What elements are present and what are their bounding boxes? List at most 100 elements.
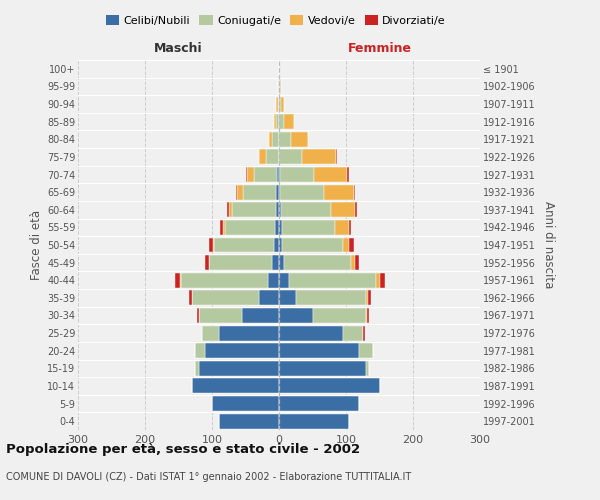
Bar [280, 167, 314, 182]
Bar [336, 150, 337, 164]
Bar [175, 273, 180, 287]
Bar [247, 167, 254, 182]
Bar [272, 255, 279, 270]
Bar [220, 220, 223, 235]
Bar [274, 114, 275, 129]
Bar [272, 132, 279, 147]
Y-axis label: Fasce di età: Fasce di età [29, 210, 43, 280]
Bar [188, 290, 192, 306]
Bar [202, 326, 218, 340]
Bar [254, 167, 277, 182]
Bar [302, 150, 336, 164]
Bar [366, 308, 367, 323]
Bar [366, 290, 368, 306]
Bar [279, 326, 343, 340]
Bar [277, 167, 279, 182]
Legend: Celibi/Nubili, Coniugati/e, Vedovi/e, Divorziati/e: Celibi/Nubili, Coniugati/e, Vedovi/e, Di… [101, 10, 451, 30]
Bar [335, 220, 349, 235]
Bar [284, 114, 295, 129]
Bar [266, 150, 279, 164]
Bar [343, 238, 349, 252]
Text: COMUNE DI DAVOLI (CZ) - Dati ISTAT 1° gennaio 2002 - Elaborazione TUTTITALIA.IT: COMUNE DI DAVOLI (CZ) - Dati ISTAT 1° ge… [6, 472, 411, 482]
Bar [279, 396, 359, 411]
Bar [192, 378, 279, 394]
Bar [279, 167, 280, 182]
Bar [279, 273, 289, 287]
Bar [324, 184, 354, 200]
Bar [209, 255, 272, 270]
Bar [279, 361, 366, 376]
Bar [225, 220, 275, 235]
Bar [280, 79, 281, 94]
Bar [279, 96, 281, 112]
Text: Popolazione per età, sesso e stato civile - 2002: Popolazione per età, sesso e stato civil… [6, 442, 360, 456]
Bar [181, 273, 268, 287]
Bar [355, 202, 357, 218]
Bar [380, 273, 385, 287]
Bar [352, 255, 355, 270]
Bar [291, 132, 308, 147]
Bar [195, 343, 205, 358]
Bar [243, 184, 277, 200]
Bar [363, 326, 365, 340]
Bar [259, 150, 266, 164]
Bar [274, 238, 279, 252]
Bar [281, 220, 335, 235]
Bar [284, 255, 352, 270]
Bar [277, 184, 279, 200]
Bar [313, 308, 366, 323]
Bar [281, 202, 331, 218]
Bar [232, 202, 275, 218]
Bar [268, 273, 279, 287]
Bar [359, 343, 373, 358]
Bar [343, 326, 363, 340]
Bar [279, 378, 380, 394]
Bar [242, 308, 279, 323]
Bar [246, 167, 247, 182]
Bar [279, 343, 359, 358]
Bar [368, 290, 371, 306]
Bar [296, 290, 366, 306]
Bar [349, 220, 350, 235]
Bar [367, 308, 370, 323]
Y-axis label: Anni di nascita: Anni di nascita [542, 202, 555, 288]
Bar [366, 361, 370, 376]
Bar [279, 238, 283, 252]
Bar [223, 220, 225, 235]
Text: Femmine: Femmine [347, 42, 412, 55]
Bar [314, 167, 347, 182]
Bar [279, 114, 284, 129]
Bar [283, 238, 343, 252]
Bar [347, 167, 349, 182]
Bar [275, 114, 279, 129]
Bar [236, 184, 238, 200]
Bar [355, 255, 359, 270]
Bar [279, 220, 281, 235]
Bar [280, 184, 324, 200]
Bar [275, 220, 279, 235]
Bar [259, 290, 279, 306]
Bar [279, 202, 281, 218]
Bar [279, 150, 302, 164]
Bar [279, 308, 313, 323]
Bar [354, 184, 355, 200]
Bar [212, 396, 279, 411]
Bar [279, 414, 349, 428]
Bar [349, 238, 354, 252]
Bar [209, 238, 214, 252]
Bar [205, 343, 279, 358]
Bar [281, 96, 284, 112]
Bar [205, 255, 209, 270]
Bar [376, 273, 380, 287]
Bar [227, 202, 229, 218]
Bar [279, 79, 280, 94]
Bar [192, 290, 259, 306]
Bar [180, 273, 181, 287]
Bar [199, 308, 242, 323]
Bar [195, 361, 199, 376]
Text: Maschi: Maschi [154, 42, 203, 55]
Bar [218, 326, 279, 340]
Bar [331, 202, 355, 218]
Bar [279, 132, 291, 147]
Bar [218, 414, 279, 428]
